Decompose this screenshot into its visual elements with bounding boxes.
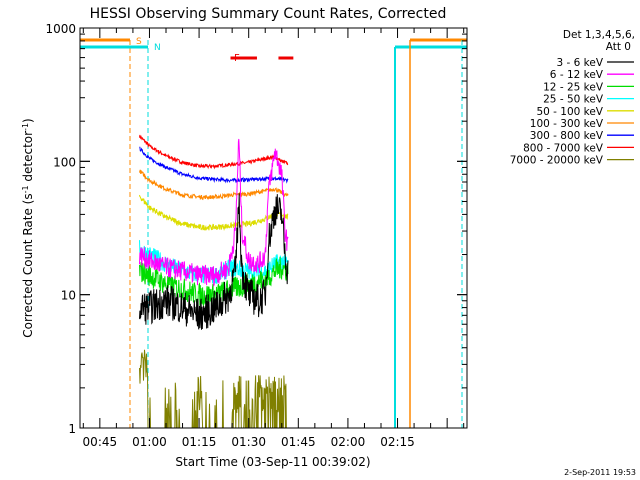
night-label: N <box>154 43 161 53</box>
series-layer <box>139 134 289 330</box>
x-axis: 00:45 01:00 01:15 01:30 01:45 02:00 02:15 <box>83 28 465 449</box>
y-tick-label: 1 <box>68 422 76 436</box>
series-line-7000-20000-kev <box>139 349 288 429</box>
chart-title: HESSI Observing Summary Count Rates, Cor… <box>90 6 447 22</box>
legend-entry-label: 12 - 25 keV <box>543 81 604 93</box>
legend-entry-label: 100 - 300 keV <box>530 118 604 130</box>
y-tick-label: 10 <box>61 289 76 303</box>
series-line <box>139 169 289 201</box>
y-tick-label: 100 <box>53 155 76 169</box>
observing-status-bars: SNF <box>80 37 467 428</box>
series-line <box>139 138 289 288</box>
legend-header: Att 0 <box>606 41 631 53</box>
legend-header: Det 1,3,4,5,6, <box>563 29 635 41</box>
series-line <box>139 146 289 184</box>
x-tick-label: 02:00 <box>331 435 366 449</box>
legend-entry-label: 25 - 50 keV <box>543 94 604 106</box>
x-tick-label: 01:00 <box>132 435 167 449</box>
x-axis-label: Start Time (03-Sep-11 00:39:02) <box>175 455 370 469</box>
y-axis: 1 10 100 1000 <box>45 22 467 436</box>
generated-date: 2-Sep-2011 19:53 <box>564 468 636 477</box>
x-tick-label: 00:45 <box>83 435 118 449</box>
legend-entry-label: 3 - 6 keV <box>556 57 603 69</box>
plot-frame <box>79 27 468 429</box>
y-tick-label: 1000 <box>45 22 76 36</box>
legend-entry-label: 50 - 100 keV <box>536 106 603 118</box>
high-energy-series <box>139 349 288 429</box>
y-axis-label: Corrected Count Rate (s-1 detector-1) <box>21 118 36 337</box>
x-tick-label: 02:15 <box>380 435 415 449</box>
x-tick-label: 01:45 <box>281 435 316 449</box>
x-tick-label: 01:15 <box>182 435 217 449</box>
legend-entry-label: 300 - 800 keV <box>530 130 604 142</box>
series-line <box>139 193 289 330</box>
series-line <box>139 194 289 232</box>
legend-entry-label: 7000 - 20000 keV <box>510 155 604 167</box>
series-line <box>139 134 289 170</box>
saa-label: S <box>136 37 142 47</box>
legend-entry-label: 6 - 12 keV <box>550 69 604 81</box>
x-tick-label: 01:30 <box>231 435 266 449</box>
legend-entry-label: 800 - 7000 keV <box>523 142 604 154</box>
